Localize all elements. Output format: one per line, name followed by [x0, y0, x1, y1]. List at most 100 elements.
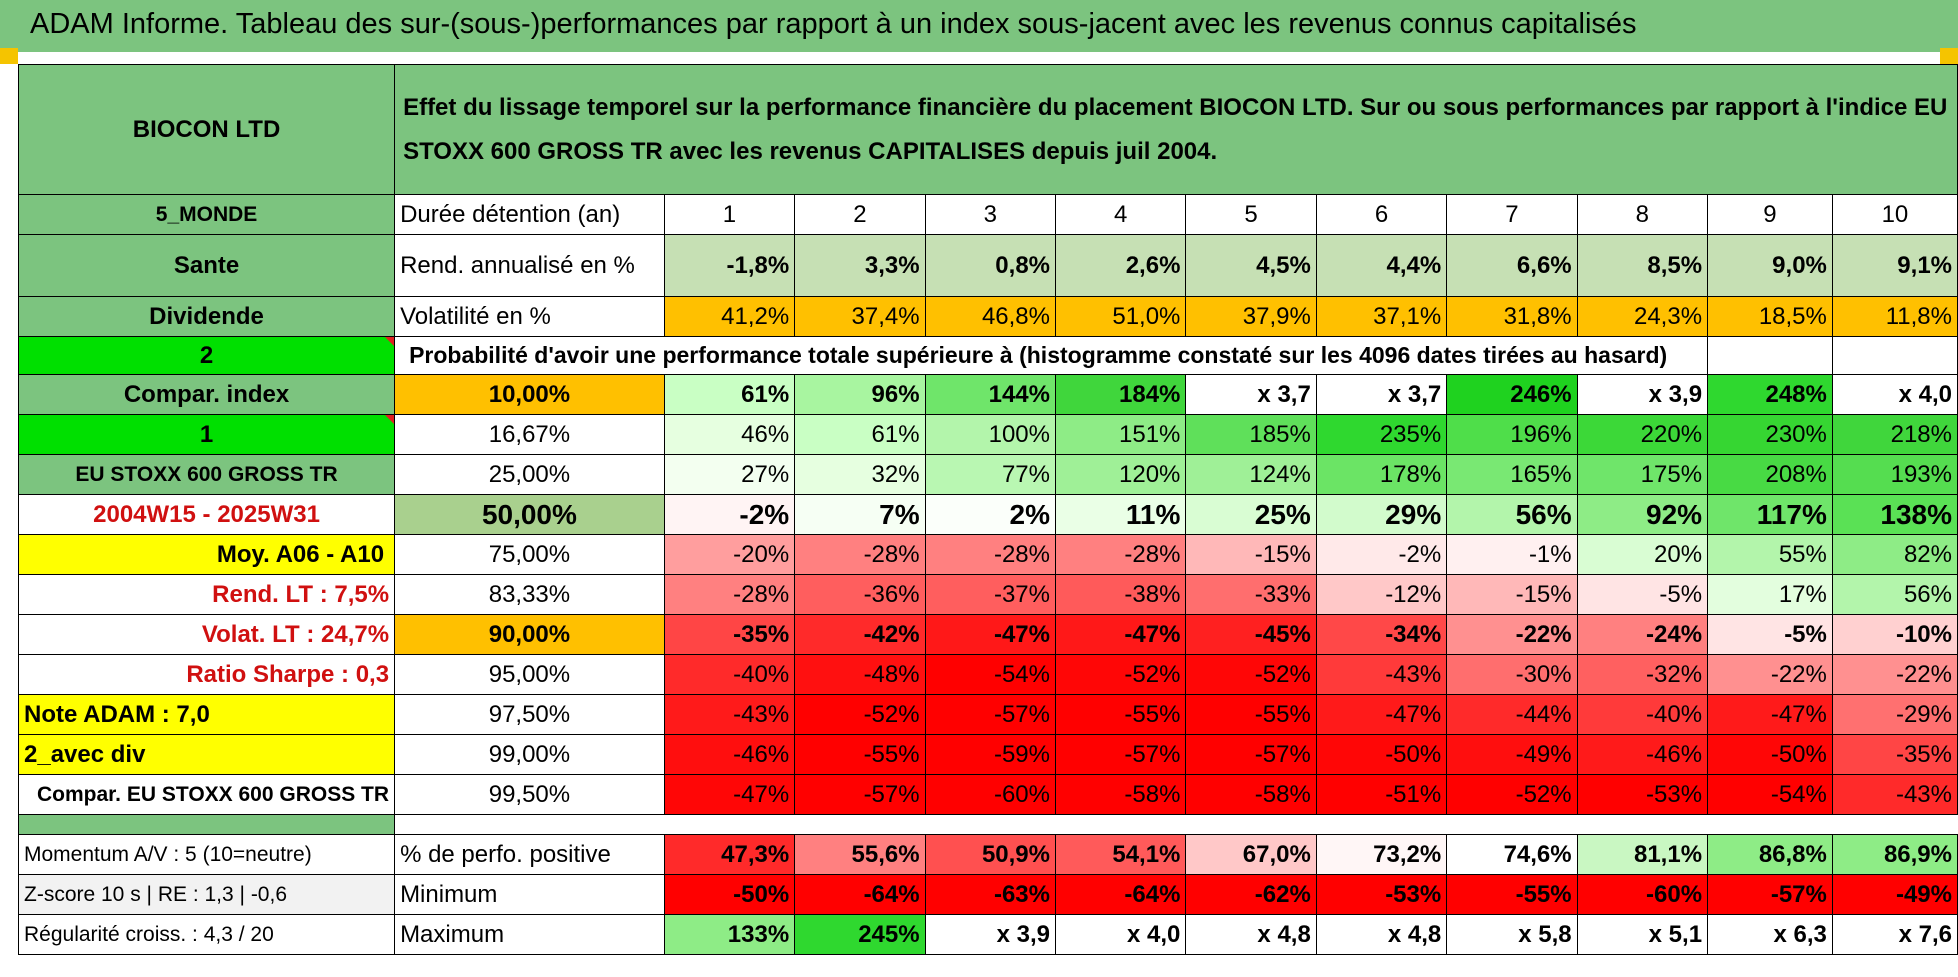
quantile-value: 96%: [794, 374, 926, 415]
quantile-value: -47%: [663, 774, 796, 815]
quantile-value: 193%: [1831, 454, 1958, 495]
duration-year: 9: [1707, 194, 1833, 235]
quantile-value: 151%: [1054, 414, 1187, 455]
quantile-threshold: 95,00%: [394, 654, 665, 695]
quantile-value: 144%: [924, 374, 1057, 415]
quantile-value: 7%: [794, 494, 926, 535]
minimum-label: Minimum: [394, 874, 665, 915]
quantile-value: -28%: [924, 534, 1057, 575]
quantile-value: -54%: [924, 654, 1057, 695]
quantile-value: 100%: [924, 414, 1057, 455]
company-name: BIOCON LTD: [17, 64, 396, 195]
quantile-value: -47%: [1054, 614, 1187, 655]
probability-title: Probabilité d'avoir une performance tota…: [394, 336, 1709, 375]
quantile-value: -44%: [1446, 694, 1578, 735]
duration-year: 10: [1831, 194, 1958, 235]
quantile-value: 2%: [924, 494, 1057, 535]
positive-value: 67,0%: [1185, 834, 1317, 875]
rend-value: 4,5%: [1185, 234, 1317, 297]
quantile-value: 138%: [1831, 494, 1958, 535]
quantile-value: -43%: [663, 694, 796, 735]
maximum-value: x 5,1: [1576, 914, 1709, 955]
quantile-value: -30%: [1446, 654, 1578, 695]
quantile-value: -33%: [1185, 574, 1317, 615]
volat-label: Volatilité en %: [394, 296, 665, 337]
quantile-value: -52%: [1446, 774, 1578, 815]
quantile-value: 56%: [1831, 574, 1958, 615]
table-row: Dividende Volatilité en % 41,2% 37,4% 46,8% 5…: [17, 296, 1958, 337]
quantile-value: 55%: [1707, 534, 1833, 575]
table-row: 2 Probabilité d'avoir une performance tot…: [17, 336, 1958, 375]
maximum-value: x 5,8: [1446, 914, 1578, 955]
separator-cell: [394, 814, 665, 835]
quantile-value: -20%: [663, 534, 796, 575]
volat-value: 37,4%: [794, 296, 926, 337]
separator-cell: [1577, 814, 1708, 835]
volat-value: 18,5%: [1707, 296, 1833, 337]
maximum-value: 245%: [794, 914, 926, 955]
quantile-threshold: 83,33%: [394, 574, 665, 615]
quantile-value: -52%: [794, 694, 926, 735]
quantile-value: -22%: [1831, 654, 1958, 695]
quantile-value: -51%: [1315, 774, 1448, 815]
quantile-value: 185%: [1185, 414, 1317, 455]
quantile-value: 61%: [663, 374, 796, 415]
quantile-value: 20%: [1576, 534, 1709, 575]
quantile-value: 165%: [1446, 454, 1578, 495]
quantile-value: -32%: [1576, 654, 1709, 695]
quantile-value: -55%: [794, 734, 926, 775]
quantile-value: x 3,7: [1185, 374, 1317, 415]
regularite-label: Régularité croiss. : 4,3 / 20: [17, 914, 396, 955]
duration-year: 2: [794, 194, 926, 235]
quantile-value: 120%: [1054, 454, 1187, 495]
quantile-value: -57%: [924, 694, 1057, 735]
table-row: 2_avec div 99,00% -46% -55% -59% -57% -57% -50%…: [17, 734, 1958, 775]
quantile-value: -10%: [1831, 614, 1958, 655]
rend-value: -1,8%: [663, 234, 796, 297]
quantile-value: -43%: [1315, 654, 1448, 695]
quantile-value: -28%: [1054, 534, 1187, 575]
volat-value: 41,2%: [663, 296, 796, 337]
quantile-value: 246%: [1446, 374, 1578, 415]
quantile-value: -60%: [924, 774, 1057, 815]
minimum-value: -55%: [1446, 874, 1578, 915]
zscore-label: Z-score 10 s | RE : 1,3 | -0,6: [17, 874, 396, 915]
quantile-value: 196%: [1446, 414, 1578, 455]
quantile-value: -24%: [1576, 614, 1709, 655]
separator-left: [17, 814, 396, 835]
left-edge-marker: [0, 48, 18, 64]
quantile-threshold: 16,67%: [394, 414, 665, 455]
volat-value: 46,8%: [924, 296, 1057, 337]
quantile-threshold: 50,00%: [394, 494, 665, 535]
quantile-value: 29%: [1315, 494, 1448, 535]
quantile-value: x 4,0: [1831, 374, 1958, 415]
volat-value: 37,1%: [1315, 296, 1448, 337]
quantile-threshold: 90,00%: [394, 614, 665, 655]
quantile-value: -28%: [663, 574, 796, 615]
table-row: 5_MONDE Durée détention (an) 1 2 3 4 5 6 7 8 9 10: [17, 194, 1958, 235]
maximum-value: 133%: [663, 914, 796, 955]
quantile-value: -22%: [1707, 654, 1833, 695]
table-row: Compar. EU STOXX 600 GROSS TR 99,50% -47% -…: [17, 774, 1958, 815]
maximum-value: x 4,8: [1315, 914, 1448, 955]
duration-year: 5: [1185, 194, 1317, 235]
volat-value: 31,8%: [1446, 296, 1578, 337]
quantile-value: -34%: [1315, 614, 1448, 655]
separator-cell: [664, 814, 795, 835]
blank-cell: [1707, 336, 1833, 375]
rend-value: 2,6%: [1054, 234, 1187, 297]
minimum-value: -63%: [924, 874, 1057, 915]
table-row: BIOCON LTD Effet du lissage temporel sur …: [17, 64, 1958, 195]
quantile-value: 61%: [794, 414, 926, 455]
minimum-value: -64%: [1054, 874, 1187, 915]
volat-value: 51,0%: [1054, 296, 1187, 337]
sector-label: Sante: [17, 234, 396, 297]
moy-label: Moy. A06 - A10: [17, 534, 396, 575]
quantile-value: -2%: [663, 494, 796, 535]
quantile-value: -55%: [1185, 694, 1317, 735]
compar-long-label: Compar. EU STOXX 600 GROSS TR: [17, 774, 396, 815]
rend-value: 0,8%: [924, 234, 1057, 297]
report-title: ADAM Informe. Tableau des sur-(sous-)per…: [30, 8, 1637, 40]
quantile-value: -28%: [794, 534, 926, 575]
quantile-value: -43%: [1831, 774, 1958, 815]
